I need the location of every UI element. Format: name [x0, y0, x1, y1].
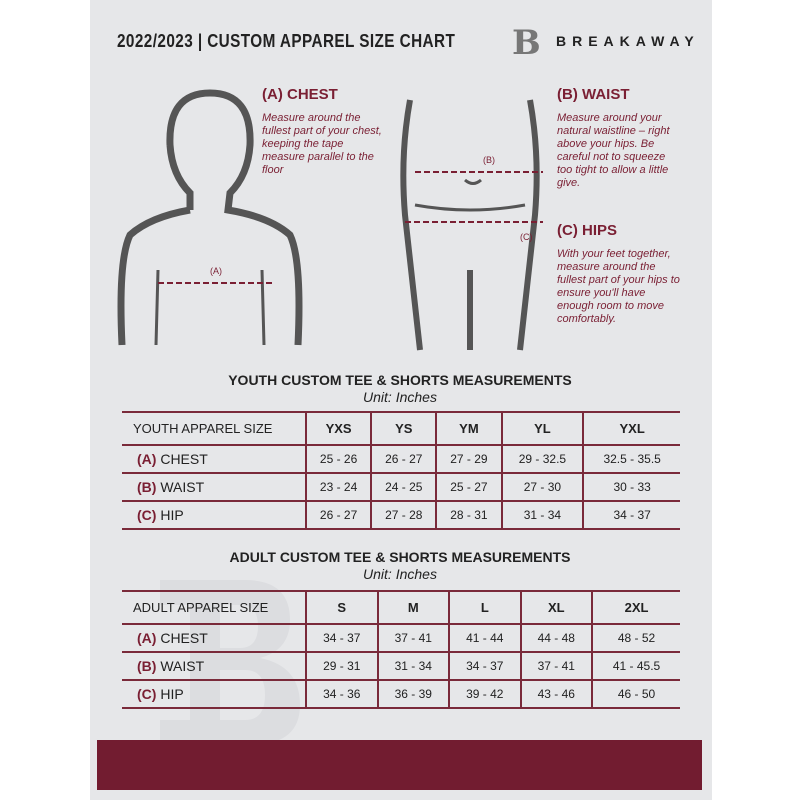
- chest-instructions: Measure around the fullest part of your …: [262, 112, 382, 176]
- cell: 29 - 31: [305, 651, 378, 681]
- cell: 34 - 36: [305, 679, 378, 709]
- size-col: YS: [370, 411, 437, 446]
- brand-logo-icon: B: [512, 23, 541, 63]
- size-col: S: [305, 590, 378, 625]
- table-row: (B) WAIST 29 - 31 31 - 34 34 - 37 37 - 41 41 …: [122, 651, 680, 681]
- cell: 32.5 - 35.5: [582, 444, 680, 474]
- youth-table-title: YOUTH CUSTOM TEE & SHORTS MEASUREMENTS: [228, 372, 572, 388]
- cell: 25 - 26: [304, 444, 372, 474]
- table-row: (B) WAIST 23 - 24 24 - 25 25 - 27 27 - 30 30 …: [122, 472, 680, 502]
- upper-body-illustration: [117, 89, 303, 346]
- cell: 27 - 30: [500, 472, 584, 502]
- cell: 37 - 41: [376, 623, 450, 653]
- table-header-row: YOUTH APPAREL SIZE YXS YS YM YL YXL: [122, 411, 680, 446]
- cell: 46 - 50: [591, 679, 680, 709]
- size-col: 2XL: [591, 590, 680, 625]
- cell: 30 - 33: [582, 472, 680, 502]
- row-label: (A) CHEST: [122, 444, 306, 474]
- page-title: 2022/2023 | CUSTOM APPAREL SIZE CHART: [117, 31, 456, 51]
- hips-marker: (C): [520, 232, 533, 242]
- cell: 41 - 45.5: [591, 651, 680, 681]
- table-header-row: ADULT APPAREL SIZE S M L XL 2XL: [122, 590, 680, 625]
- size-header: ADULT APPAREL SIZE: [122, 590, 306, 625]
- adult-table-title: ADULT CUSTOM TEE & SHORTS MEASUREMENTS: [229, 549, 571, 565]
- size-header: YOUTH APPAREL SIZE: [122, 411, 306, 446]
- row-label: (C) HIP: [122, 500, 306, 530]
- cell: 34 - 37: [582, 500, 680, 530]
- brand-name: BREAKAWAY: [556, 33, 700, 49]
- cell: 37 - 41: [519, 651, 593, 681]
- table-row: (A) CHEST 25 - 26 26 - 27 27 - 29 29 - 32.5 3…: [122, 444, 680, 474]
- cell: 27 - 28: [370, 500, 437, 530]
- waist-heading: (B) WAIST: [557, 86, 630, 103]
- cell: 44 - 48: [519, 623, 593, 653]
- cell: 48 - 52: [591, 623, 680, 653]
- cell: 28 - 31: [435, 500, 502, 530]
- size-col: YXS: [304, 411, 372, 446]
- cell: 34 - 37: [305, 623, 378, 653]
- chest-marker: (A): [210, 266, 222, 276]
- adult-size-table: ADULT APPAREL SIZE S M L XL 2XL (A) CHES…: [122, 590, 680, 709]
- cell: 27 - 29: [435, 444, 502, 474]
- cell: 36 - 39: [376, 679, 450, 709]
- size-col: XL: [519, 590, 593, 625]
- waist-instructions: Measure around your natural waistline – …: [557, 112, 670, 189]
- hips-instructions: With your feet together, measure around …: [557, 248, 680, 325]
- row-label: (A) CHEST: [122, 623, 306, 653]
- cell: 23 - 24: [304, 472, 372, 502]
- row-label: (B) WAIST: [122, 472, 306, 502]
- cell: 24 - 25: [370, 472, 437, 502]
- table-row: (A) CHEST 34 - 37 37 - 41 41 - 44 44 - 48 48 …: [122, 623, 680, 653]
- cell: 31 - 34: [500, 500, 584, 530]
- size-col: YXL: [582, 411, 680, 446]
- cell: 34 - 37: [448, 651, 521, 681]
- cell: 29 - 32.5: [500, 444, 584, 474]
- cell: 25 - 27: [435, 472, 502, 502]
- cell: 39 - 42: [448, 679, 521, 709]
- cell: 43 - 46: [519, 679, 593, 709]
- size-col: YM: [435, 411, 502, 446]
- row-label: (B) WAIST: [122, 651, 306, 681]
- table-row: (C) HIP 26 - 27 27 - 28 28 - 31 31 - 34 34 - …: [122, 500, 680, 530]
- cell: 26 - 27: [304, 500, 372, 530]
- footer-band: [97, 740, 702, 790]
- chest-heading: (A) CHEST: [262, 86, 338, 103]
- size-col: M: [376, 590, 450, 625]
- size-col: YL: [500, 411, 584, 446]
- cell: 31 - 34: [376, 651, 450, 681]
- cell: 26 - 27: [370, 444, 437, 474]
- youth-size-table: YOUTH APPAREL SIZE YXS YS YM YL YXL (A) …: [122, 411, 680, 530]
- table-row: (C) HIP 34 - 36 36 - 39 39 - 42 43 - 46 46 - …: [122, 679, 680, 709]
- cell: 41 - 44: [448, 623, 521, 653]
- youth-table-unit: Unit: Inches: [363, 389, 437, 405]
- adult-table-unit: Unit: Inches: [363, 566, 437, 582]
- waist-marker: (B): [483, 155, 495, 165]
- hips-heading: (C) HIPS: [557, 222, 617, 239]
- lower-body-illustration: [400, 99, 543, 351]
- row-label: (C) HIP: [122, 679, 306, 709]
- size-col: L: [448, 590, 521, 625]
